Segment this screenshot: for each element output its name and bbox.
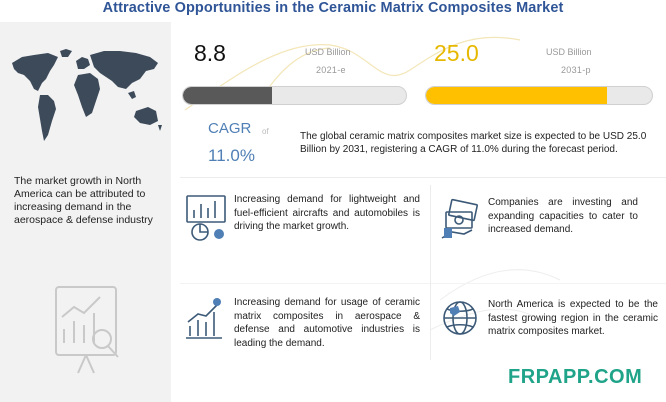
market-year-2021: 2021-e	[316, 65, 346, 75]
divider	[180, 177, 666, 178]
report-chart-icon	[55, 286, 119, 374]
infographic-title: Attractive Opportunities in the Ceramic …	[102, 0, 564, 16]
globe-icon	[443, 301, 477, 335]
card-capacity-investment: Companies are investing and expanding ca…	[488, 197, 638, 235]
left-panel-text: The market growth in North America can b…	[14, 175, 153, 226]
divider	[180, 283, 666, 284]
cagr-value: 11.0%	[208, 146, 255, 165]
divider	[430, 185, 431, 360]
world-map-icon	[12, 49, 162, 141]
cagr-label: CAGR	[208, 120, 252, 137]
analytics-icon	[186, 195, 226, 241]
market-summary: The global ceramic matrix composites mar…	[300, 131, 647, 155]
market-unit-2031: USD Billion	[546, 47, 592, 57]
card-aerospace-demand: Increasing demand for usage of ceramic m…	[234, 297, 420, 349]
growth-chart-icon	[186, 298, 222, 339]
market-bar-2021	[182, 86, 407, 105]
market-unit-2021: USD Billion	[305, 47, 351, 57]
market-bar-2031	[425, 86, 653, 105]
card-lightweight-demand: Increasing demand for lightweight and fu…	[234, 194, 420, 232]
market-value-2021: 8.8	[194, 40, 226, 66]
brand-watermark: FRPAPP.COM	[508, 366, 643, 388]
market-value-2031: 25.0	[434, 40, 479, 66]
market-year-2031: 2031-p	[561, 65, 591, 75]
cagr-of: of	[262, 127, 269, 136]
card-north-america-growth: North America is expected to be the fast…	[488, 299, 658, 337]
market-bar-2031-fill	[426, 87, 607, 104]
market-bar-2021-fill	[183, 87, 273, 104]
money-icon	[441, 198, 478, 239]
